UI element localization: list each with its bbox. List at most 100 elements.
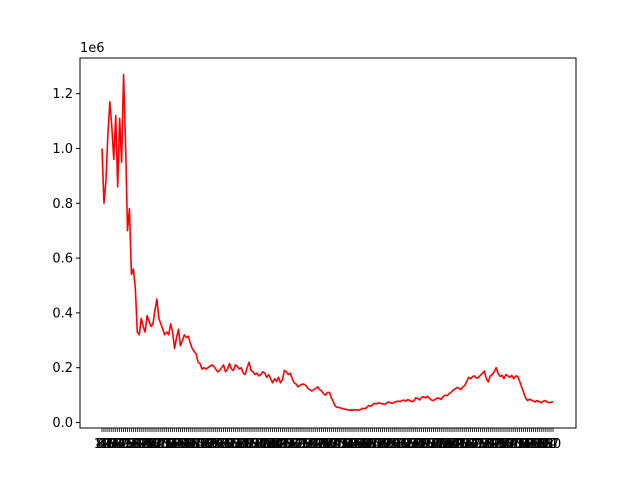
x-tick-label: 51 — [107, 437, 124, 452]
x-tick-label: 93 — [174, 437, 191, 452]
x-tick-label: 10 — [94, 437, 111, 452]
x-tick-label: 36 — [215, 437, 232, 452]
x-tick-label: 35 — [339, 437, 356, 452]
x-tick-label: 61 — [539, 437, 556, 452]
x-tick-label: 43 — [311, 437, 328, 452]
x-tick-label: 95 — [280, 437, 297, 452]
x-tick-label: 43 — [135, 437, 152, 452]
x-tick-label: 94 — [227, 437, 244, 452]
x-tick-label: 48 — [223, 437, 240, 452]
x-tick-label: 20 — [525, 437, 542, 452]
x-tick-label: 60 — [309, 437, 326, 452]
x-tick-label: 74 — [247, 437, 264, 452]
x-tick-label: 18 — [164, 437, 181, 452]
x-tick-label: 72 — [141, 437, 158, 452]
x-tick-label: 10 — [270, 437, 287, 452]
x-tick-label: 23 — [331, 437, 348, 452]
x-tick-label: 81 — [519, 437, 536, 452]
x-tick-label: 40 — [329, 437, 346, 452]
x-tick-label: 52 — [513, 437, 530, 452]
x-tick-label: 45 — [417, 437, 434, 452]
x-tick-label: 65 — [398, 437, 415, 452]
x-tick-label: 12 — [200, 437, 217, 452]
x-tick-label: 22 — [102, 437, 119, 452]
x-tick-label: 40 — [153, 437, 170, 452]
x-tick-label: 92 — [121, 437, 138, 452]
x-tick-label: 41 — [205, 437, 222, 452]
x-tick-label: 68 — [204, 437, 221, 452]
x-tick-label: 44 — [541, 437, 558, 452]
x-tick-label: 83 — [449, 437, 466, 452]
x-tick-label: 67 — [151, 437, 168, 452]
x-tick-label: 24 — [384, 437, 401, 452]
x-tick-label: 49 — [453, 437, 470, 452]
x-tick-label: 34 — [462, 437, 479, 452]
x-tick-label: 37 — [445, 437, 462, 452]
x-tick-label: 14 — [306, 437, 323, 452]
plot-area — [101, 73, 554, 411]
x-tick-label: 70 — [388, 437, 405, 452]
series-line — [101, 73, 554, 411]
x-tick-label: 35 — [515, 437, 532, 452]
x-tick-label: 15 — [182, 437, 199, 452]
x-tick-label: 89 — [413, 437, 430, 452]
x-tick-label: 88 — [360, 437, 377, 452]
x-tick-label: 95 — [456, 437, 473, 452]
x-tick-label: 66 — [451, 437, 468, 452]
x-tick-label: 83 — [272, 437, 289, 452]
x-tick-label: 99 — [139, 437, 156, 452]
x-tick-label: 31 — [480, 437, 497, 452]
x-tick-label: 79 — [158, 437, 175, 452]
x-tick-label: 16 — [235, 437, 252, 452]
x-tick-label: 38 — [145, 437, 162, 452]
y-axis-ticks: 0.0 0.2 0.4 0.6 0.8 1.0 1.2 — [52, 87, 80, 431]
x-tick-label: 11 — [323, 437, 340, 452]
x-tick-label: 14 — [129, 437, 146, 452]
y-tick-label: 0.8 — [52, 197, 73, 212]
x-tick-label: 60 — [486, 437, 503, 452]
x-tick-label: 81 — [166, 437, 183, 452]
x-tick-label: 23 — [507, 437, 524, 452]
x-tick-label: 64 — [168, 437, 185, 452]
x-tick-label: 40 — [506, 437, 523, 452]
x-tick-label: 10 — [447, 437, 464, 452]
x-tick-label: 23 — [155, 437, 172, 452]
x-tick-label: 17 — [111, 437, 128, 452]
x-tick-label: 97 — [386, 437, 403, 452]
x-tick-label: 18 — [341, 437, 358, 452]
x-tick-label: 75 — [300, 437, 317, 452]
x-tick-label: 73 — [370, 437, 387, 452]
x-tick-label: 59 — [531, 437, 548, 452]
y-tick-label: 0.2 — [52, 361, 73, 376]
x-tick-label: 19 — [394, 437, 411, 452]
x-tick-label: 77 — [229, 437, 246, 452]
x-tick-label: 42 — [435, 437, 452, 452]
x-tick-label: 70 — [211, 437, 228, 452]
x-tick-label: 24 — [207, 437, 224, 452]
y-tick-label: 0.6 — [52, 252, 73, 267]
x-tick-label: 63 — [468, 437, 485, 452]
y-tick-label: 0.0 — [52, 416, 73, 431]
x-tick-label: 39 — [374, 437, 391, 452]
x-tick-label: 20 — [172, 437, 189, 452]
x-tick-label: 48 — [400, 437, 417, 452]
x-tick-label: 16 — [411, 437, 428, 452]
x-tick-label: 53 — [213, 437, 230, 452]
x-tick-label: 63 — [292, 437, 309, 452]
x-tick-label: 59 — [355, 437, 372, 452]
x-tick-label: 47 — [523, 437, 540, 452]
x-tick-label: 79 — [511, 437, 528, 452]
x-tick-label: 53 — [390, 437, 407, 452]
x-tick-label: 71 — [441, 437, 458, 452]
x-tick-label: 42 — [258, 437, 275, 452]
x-tick-label: 84 — [325, 437, 342, 452]
x-tick-label: 32 — [533, 437, 550, 452]
x-tick-label: 13 — [429, 437, 446, 452]
x-tick-label: 90 — [192, 437, 209, 452]
x-tick-label: 14 — [482, 437, 499, 452]
x-tick-label: 18 — [517, 437, 534, 452]
x-tick-label: 28 — [243, 437, 260, 452]
x-tick-label: 61 — [186, 437, 203, 452]
x-tick-label: 73 — [194, 437, 211, 452]
x-tick-label: 60 — [133, 437, 150, 452]
